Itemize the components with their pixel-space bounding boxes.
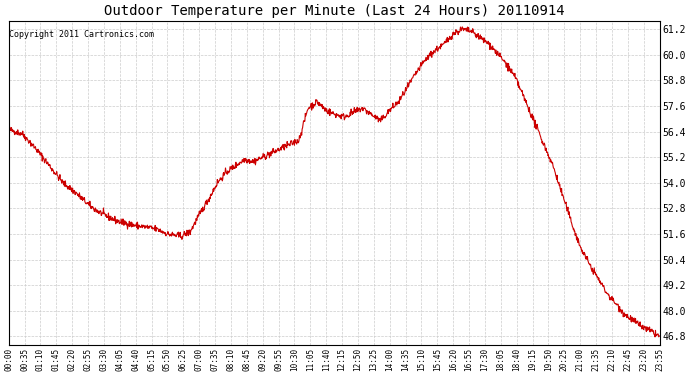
Title: Outdoor Temperature per Minute (Last 24 Hours) 20110914: Outdoor Temperature per Minute (Last 24 … xyxy=(104,4,564,18)
Text: Copyright 2011 Cartronics.com: Copyright 2011 Cartronics.com xyxy=(10,30,155,39)
